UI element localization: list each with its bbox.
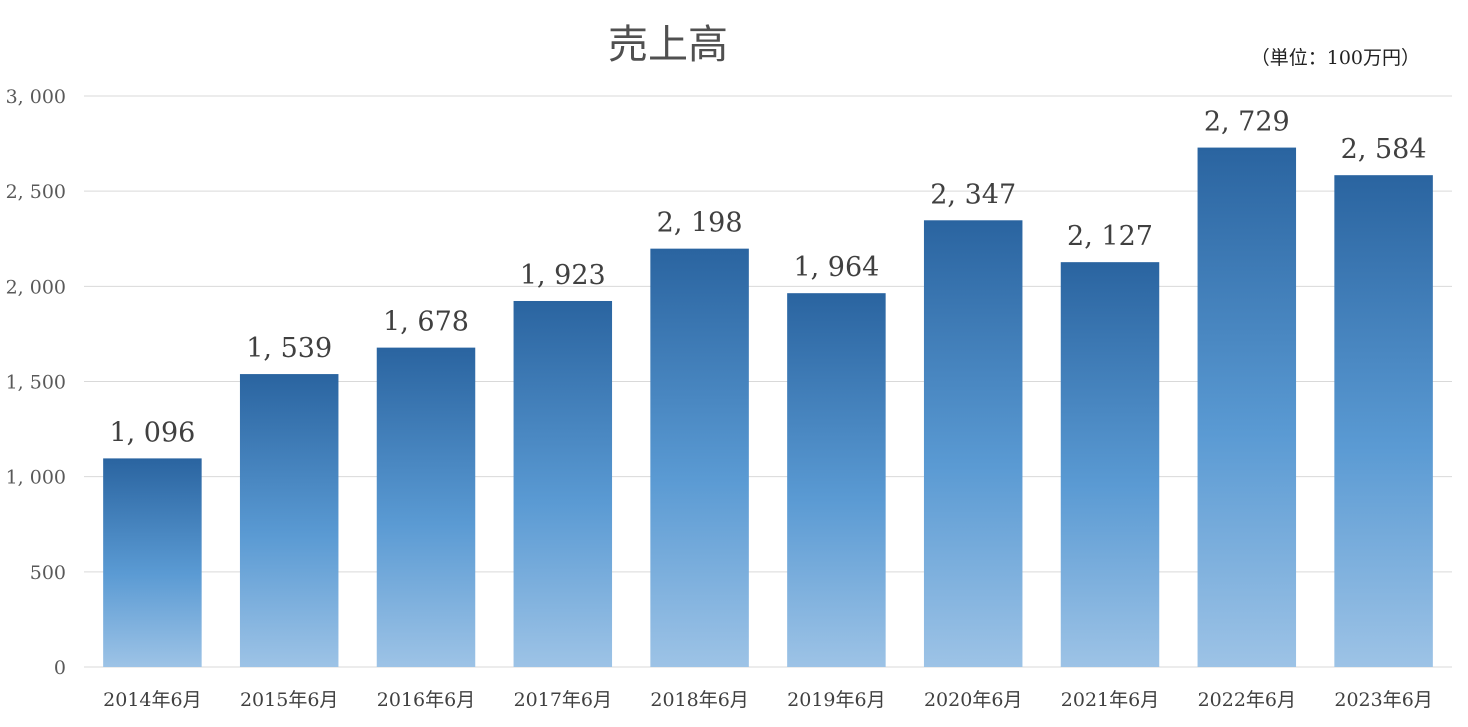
data-label: 1, 678 xyxy=(383,307,469,338)
data-label: 2, 127 xyxy=(1067,221,1153,252)
x-tick-label: 2020年6月 xyxy=(924,689,1022,711)
x-tick-label: 2014年6月 xyxy=(103,689,201,711)
data-label: 2, 347 xyxy=(930,179,1016,210)
bar xyxy=(1334,175,1433,668)
x-tick-label: 2019年6月 xyxy=(787,689,885,711)
data-label: 1, 539 xyxy=(246,333,332,364)
data-label: 1, 096 xyxy=(109,417,195,448)
x-tick-label: 2022年6月 xyxy=(1198,689,1296,711)
unit-label: （単位：100万円） xyxy=(1251,47,1420,69)
data-label: 2, 584 xyxy=(1341,134,1427,165)
bar xyxy=(103,458,202,667)
y-tick-label: 1, 500 xyxy=(6,372,66,394)
y-tick-label: 2, 500 xyxy=(6,181,66,203)
bar xyxy=(1060,262,1160,667)
data-label: 2, 198 xyxy=(657,208,743,239)
x-tick-label: 2016年6月 xyxy=(377,689,475,711)
bar xyxy=(513,300,613,667)
y-tick-label: 3, 000 xyxy=(6,86,66,108)
bar xyxy=(376,347,476,667)
x-tick-label: 2017年6月 xyxy=(514,689,612,711)
bar xyxy=(239,374,339,667)
bar xyxy=(650,248,749,667)
data-label: 1, 923 xyxy=(520,260,606,291)
y-tick-label: 500 xyxy=(30,562,66,584)
data-label: 1, 964 xyxy=(793,252,879,283)
data-labels: 1, 096 1, 539 1, 678 1, 923 2, 198 1, 964 2, 3… xyxy=(109,107,1426,449)
x-axis: 2014年6月 2015年6月 2016年6月 2017年6月 2018年6月 2019年… xyxy=(103,689,1433,711)
chart-title: 売上高 xyxy=(608,22,728,68)
x-tick-label: 2018年6月 xyxy=(650,689,748,711)
data-label: 2, 729 xyxy=(1204,107,1290,138)
bar xyxy=(923,220,1023,668)
x-tick-label: 2023年6月 xyxy=(1334,689,1432,711)
y-tick-label: 1, 000 xyxy=(6,467,66,489)
y-tick-label: 2, 000 xyxy=(6,276,66,298)
y-axis: 0 500 1, 000 1, 500 2, 000 2, 500 3, 000 xyxy=(6,86,66,679)
x-tick-label: 2015年6月 xyxy=(240,689,338,711)
bars xyxy=(103,147,1433,668)
bar xyxy=(1197,147,1297,668)
x-tick-label: 2021年6月 xyxy=(1061,689,1159,711)
y-tick-label: 0 xyxy=(54,657,66,679)
bar xyxy=(787,293,886,667)
